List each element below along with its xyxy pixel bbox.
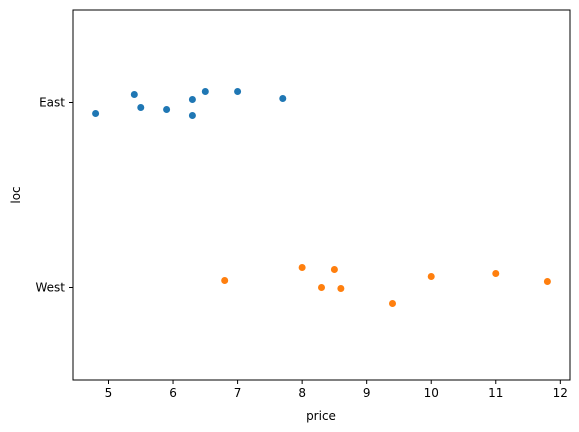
x-tick-label: 7 <box>234 386 242 400</box>
x-tick-label: 9 <box>363 386 371 400</box>
point <box>163 106 171 113</box>
x-tick-label: 8 <box>298 386 306 400</box>
point <box>221 277 229 284</box>
point <box>337 285 345 292</box>
plot-frame <box>72 9 571 381</box>
point <box>543 278 551 285</box>
x-tick-label: 5 <box>105 386 113 400</box>
x-tick-label: 12 <box>553 386 568 400</box>
point <box>130 91 138 98</box>
point <box>492 270 500 277</box>
point <box>188 112 196 119</box>
point <box>201 88 209 95</box>
point <box>427 273 435 280</box>
point <box>330 266 338 273</box>
point <box>188 96 196 103</box>
x-axis-label: price <box>306 409 336 423</box>
y-axis-label: loc <box>9 186 23 203</box>
point <box>318 284 325 291</box>
point <box>298 264 306 271</box>
point <box>279 95 287 102</box>
point <box>234 88 242 95</box>
x-tick-label: 11 <box>488 386 503 400</box>
point <box>389 300 396 307</box>
y-tick-label: West <box>35 281 65 295</box>
y-tick-label: East <box>39 96 65 110</box>
point <box>92 110 100 117</box>
point <box>137 104 145 111</box>
x-tick-label: 6 <box>169 386 177 400</box>
x-tick-label: 10 <box>424 386 439 400</box>
